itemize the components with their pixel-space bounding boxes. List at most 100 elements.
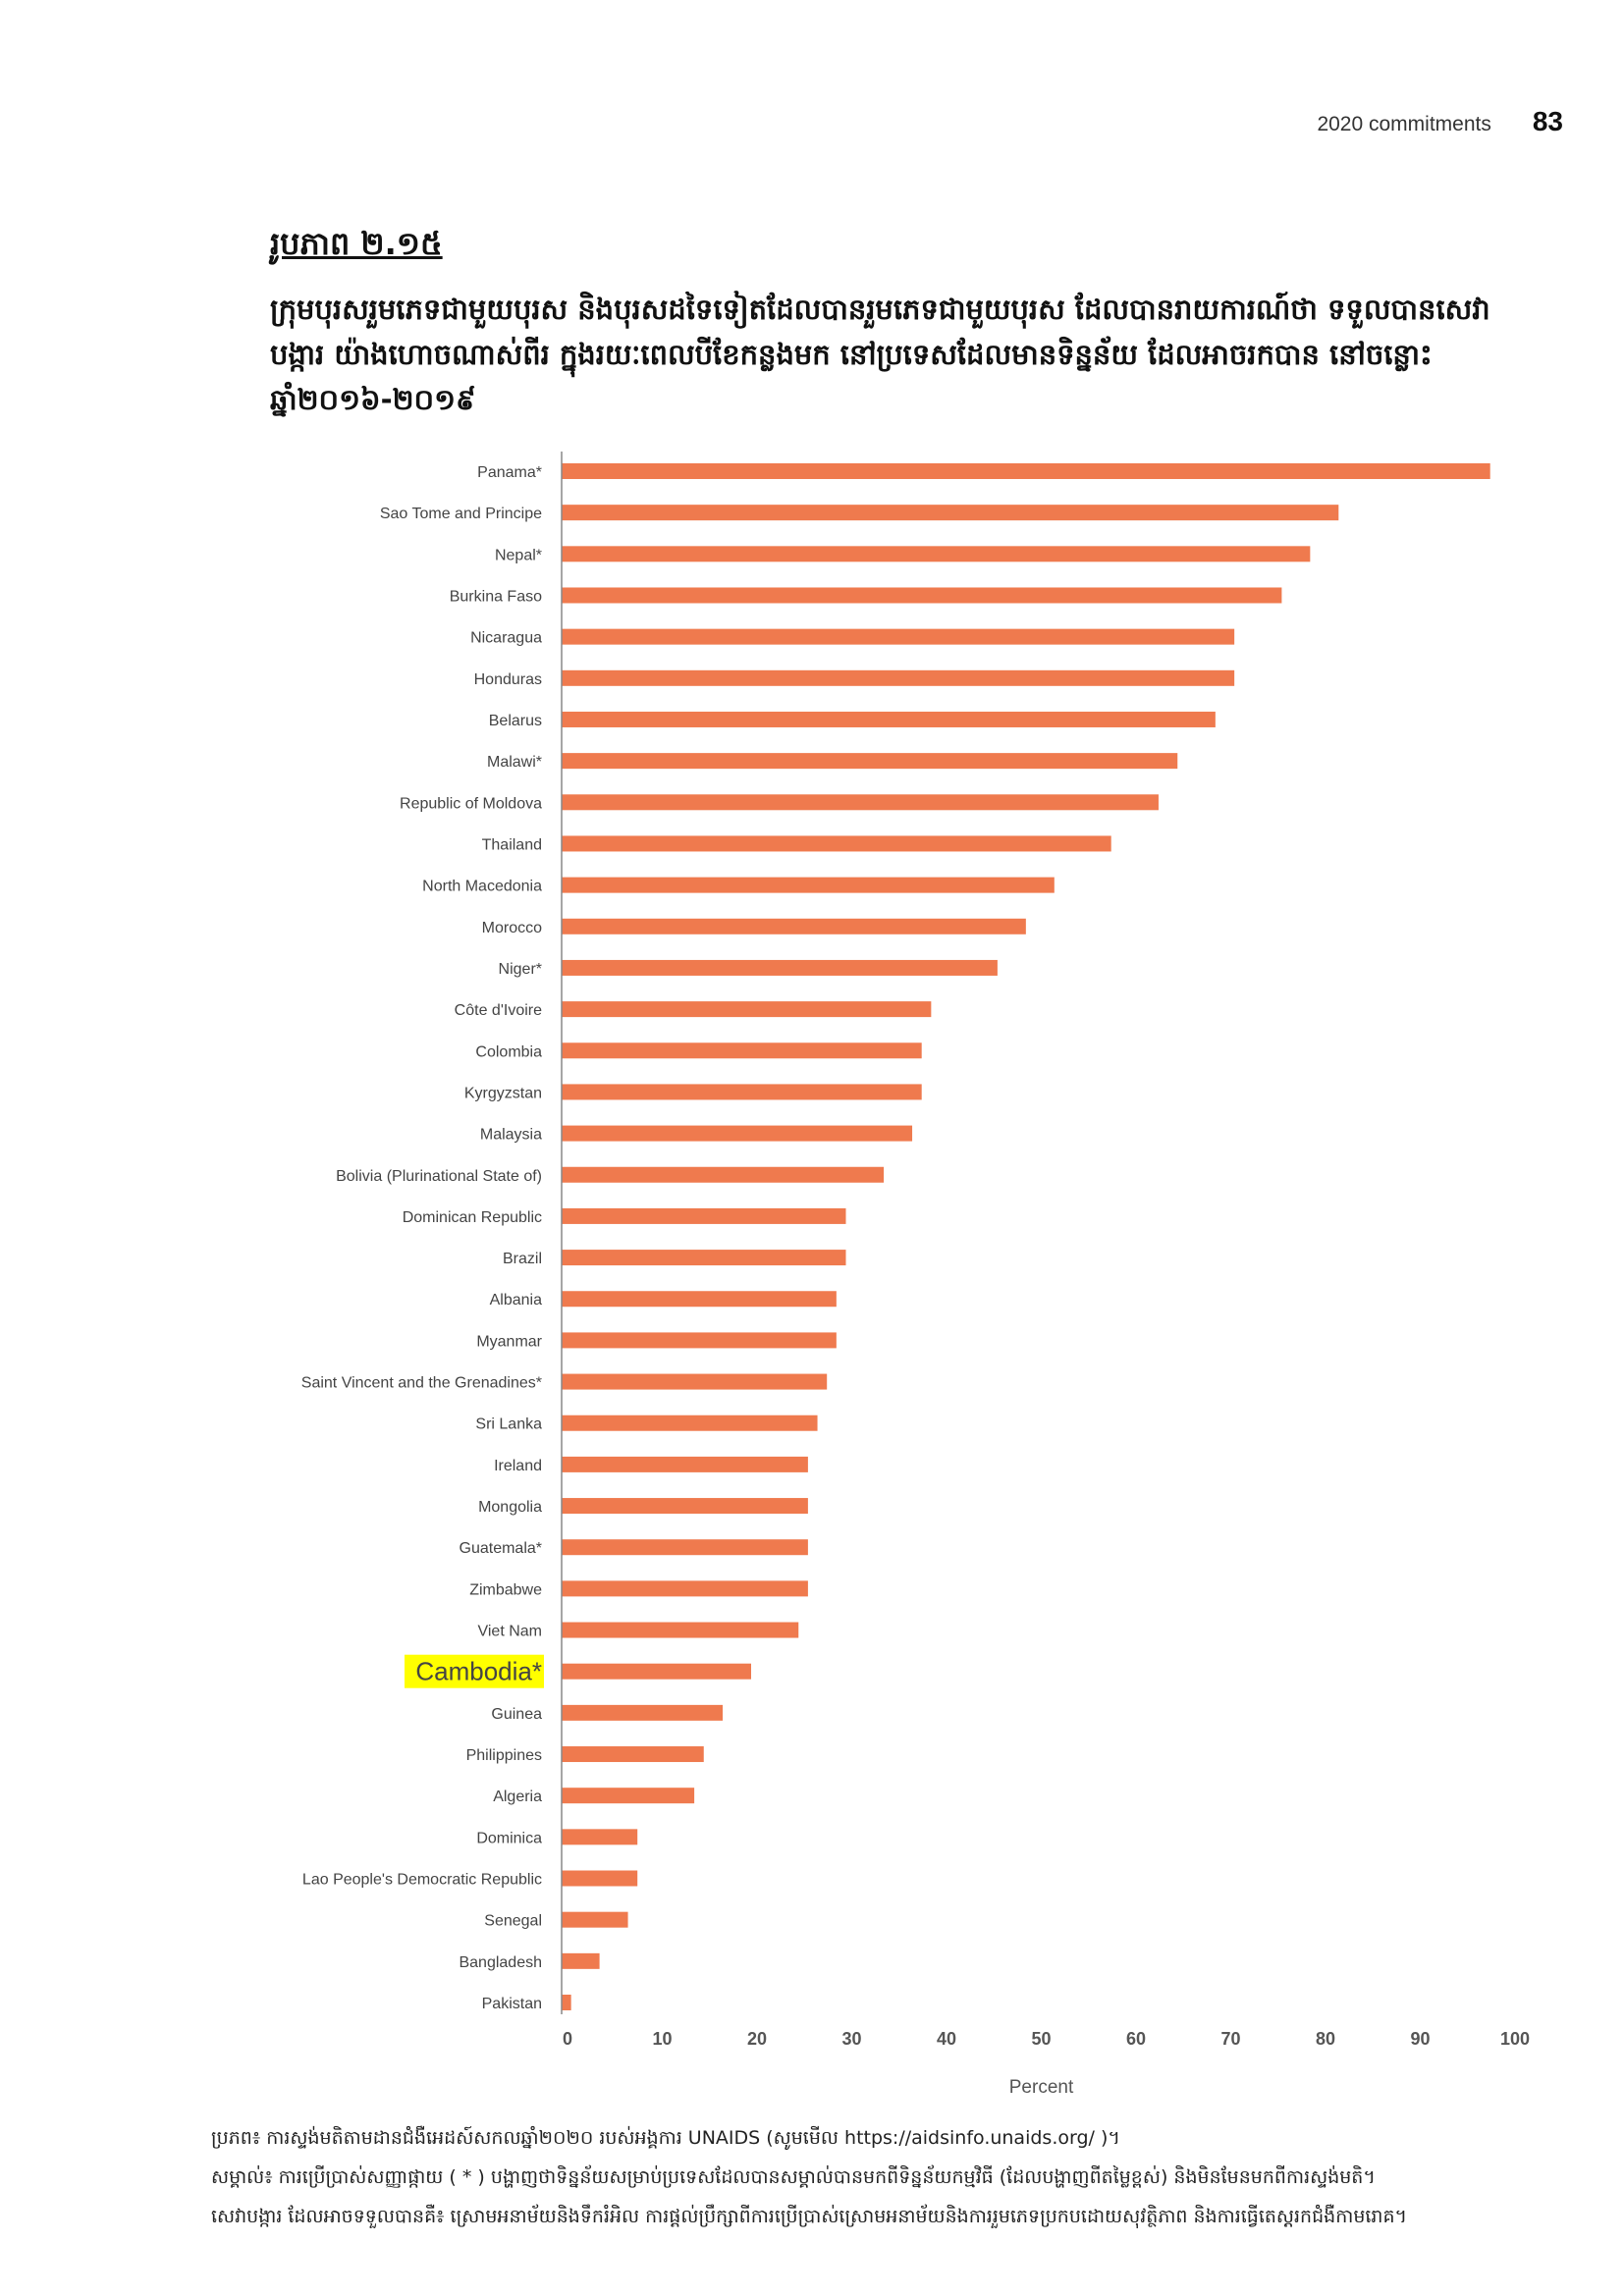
x-tick-label: 0 <box>563 2029 572 2049</box>
category-label: Algeria <box>493 1789 542 1805</box>
x-tick-label: 60 <box>1126 2029 1146 2049</box>
category-label: Bolivia (Plurinational State of) <box>336 1168 542 1185</box>
bar <box>562 1332 837 1349</box>
footnotes: ប្រភព៖ ការស្ទង់មតិតាមដានជំងឺអេដស៍សកលឆ្នា… <box>211 2118 1605 2236</box>
x-tick-label: 40 <box>937 2029 956 2049</box>
category-label-highlighted: Cambodia* <box>415 1657 542 1686</box>
bar <box>562 794 1159 811</box>
category-label: Kyrgyzstan <box>464 1085 542 1101</box>
category-label: Côte d'Ivoire <box>455 1002 542 1019</box>
bar <box>562 587 1282 604</box>
category-label: Saint Vincent and the Grenadines* <box>301 1375 542 1392</box>
category-label: Nicaragua <box>470 630 542 647</box>
category-label: Republic of Moldova <box>400 795 542 812</box>
bar <box>562 1042 922 1059</box>
bar <box>562 1746 704 1763</box>
category-label: Panama* <box>477 464 542 481</box>
x-tick-label: 80 <box>1316 2029 1335 2049</box>
category-label: Guinea <box>491 1706 542 1723</box>
category-label: Dominica <box>476 1830 542 1846</box>
category-label: Myanmar <box>476 1333 542 1350</box>
bar <box>562 877 1055 893</box>
x-tick-label: 30 <box>841 2029 861 2049</box>
category-labels-group: Panama* Sao Tome and Principe Nepal* Burkin… <box>301 464 544 2012</box>
figure-title: ក្រុមបុរសរួមភេទជាមួយបុរស និងបុរសដទៃទៀតដែ… <box>270 293 1490 416</box>
x-tick-label: 20 <box>747 2029 767 2049</box>
x-tick-label: 50 <box>1031 2029 1051 2049</box>
bar <box>562 959 998 976</box>
category-label: Brazil <box>503 1251 542 1267</box>
category-label: Honduras <box>474 671 542 688</box>
bar <box>562 1622 799 1638</box>
bar <box>562 1456 808 1472</box>
asterisk-note: សម្គាល់៖ ការប្រើប្រាស់សញ្ញាផ្កាយ ( * ) ប… <box>211 2166 1376 2188</box>
bars-group <box>562 463 1490 2010</box>
figure-label: រូបភាព ២.១៥ <box>270 225 443 262</box>
bar <box>562 1829 638 1845</box>
x-tick-label: 100 <box>1500 2029 1530 2049</box>
page-number: 83 <box>1532 106 1563 136</box>
category-label: Niger* <box>499 961 542 978</box>
bar <box>562 1084 922 1100</box>
category-label: Belarus <box>489 713 542 729</box>
category-label: Zimbabwe <box>469 1581 542 1598</box>
highlight-background <box>405 1654 544 1688</box>
bar <box>562 1001 932 1018</box>
bar <box>562 546 1311 562</box>
category-label: Morocco <box>482 920 542 936</box>
category-label: Malaysia <box>480 1127 542 1144</box>
bar <box>562 1539 808 1556</box>
x-tick-labels-group: 0 10 20 30 40 50 60 70 80 90 100 <box>563 2029 1530 2049</box>
category-label: Lao People's Democratic Republic <box>302 1872 542 1889</box>
category-label: Guatemala* <box>460 1540 543 1557</box>
section-title: 2020 commitments <box>1317 113 1491 135</box>
bar <box>562 1250 846 1266</box>
category-label: Burkina Faso <box>450 588 542 605</box>
bar <box>562 1166 885 1183</box>
bar <box>562 1870 638 1887</box>
bar <box>562 1207 846 1224</box>
bar <box>562 1952 600 1969</box>
category-label: North Macedonia <box>422 879 542 895</box>
bar <box>562 1125 913 1142</box>
category-label: Sao Tome and Principe <box>380 506 542 522</box>
category-label: Philippines <box>466 1747 542 1764</box>
bar <box>562 1788 695 1804</box>
x-axis-title: Percent <box>1009 2077 1074 2098</box>
bar <box>562 1704 724 1721</box>
bar <box>562 669 1235 686</box>
page-header: 2020 commitments 83 <box>1317 106 1563 137</box>
bar <box>562 1415 818 1431</box>
x-tick-label: 70 <box>1220 2029 1240 2049</box>
category-label: Dominican Republic <box>403 1209 542 1226</box>
category-label: Ireland <box>494 1458 542 1474</box>
x-tick-label: 90 <box>1410 2029 1430 2049</box>
category-label: Thailand <box>482 836 542 853</box>
category-label: Pakistan <box>482 1996 542 2012</box>
category-label: Viet Nam <box>477 1624 542 1640</box>
bar <box>562 505 1339 521</box>
bar <box>562 1663 751 1680</box>
category-label: Nepal* <box>495 547 542 563</box>
category-label: Malawi* <box>487 754 542 771</box>
bar <box>562 463 1490 479</box>
bar <box>562 918 1026 934</box>
bar <box>562 1995 571 2010</box>
bar <box>562 1291 837 1308</box>
bar <box>562 1911 628 1928</box>
category-label: Senegal <box>484 1913 542 1930</box>
category-label: Mongolia <box>478 1499 542 1516</box>
bar <box>562 1498 808 1515</box>
category-label: Albania <box>490 1292 542 1308</box>
bar <box>562 753 1178 770</box>
category-label: Colombia <box>475 1043 542 1060</box>
category-label: Bangladesh <box>459 1954 542 1971</box>
bar <box>562 1580 808 1597</box>
services-note: សេវាបង្ការ ដែលអាចទទួលបានគឺ៖ ស្រោមអនាម័យន… <box>211 2206 1408 2227</box>
category-label: Sri Lanka <box>475 1416 542 1433</box>
x-tick-label: 10 <box>652 2029 672 2049</box>
bar <box>562 835 1111 852</box>
source-note: ប្រភព៖ ការស្ទង់មតិតាមដានជំងឺអេដស៍សកលឆ្នា… <box>211 2127 1120 2149</box>
bar <box>562 711 1216 727</box>
